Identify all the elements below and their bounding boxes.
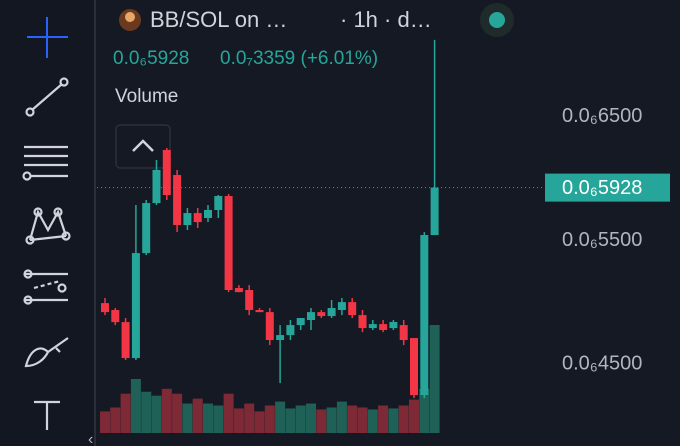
- volume-bar: [203, 403, 213, 433]
- last-price-tag-label: 0.0₆5928: [562, 177, 642, 199]
- volume-bar: [110, 407, 121, 433]
- candle-body: [337, 302, 346, 311]
- price-change: 0.0₇3359 (+6.01%): [220, 48, 378, 69]
- status-dot: [489, 12, 505, 28]
- candle-body: [193, 213, 202, 223]
- candle-body: [101, 303, 109, 313]
- volume-bar: [233, 408, 244, 433]
- candle-body: [317, 312, 326, 317]
- candle-body: [255, 310, 264, 313]
- volume-bar: [120, 393, 131, 433]
- volume-bar: [130, 379, 141, 433]
- candle-body: [286, 325, 295, 336]
- volume-bar: [398, 405, 409, 433]
- volume-bar: [419, 388, 430, 433]
- candle-body: [183, 213, 192, 226]
- candle-body: [173, 175, 182, 226]
- candle-body: [430, 187, 439, 236]
- candle-body: [410, 338, 418, 396]
- last-price-tag: [545, 173, 670, 202]
- candle-body: [111, 310, 120, 323]
- volume-bar: [275, 401, 286, 433]
- volume-bar: [409, 399, 419, 433]
- volume-bar: [264, 405, 275, 433]
- volume-label: Volume: [115, 86, 178, 107]
- chart-subtitle: · 1h · d…: [340, 7, 432, 32]
- candle-body: [348, 302, 357, 316]
- volume-bar: [357, 407, 368, 433]
- last-price: 0.0₆5928: [113, 48, 189, 69]
- volume-bar: [172, 393, 183, 433]
- candle-body: [131, 253, 140, 359]
- volume-bar: [254, 411, 265, 433]
- volume-bar: [285, 408, 296, 433]
- candle-body: [276, 335, 285, 341]
- token-icon-face: [125, 12, 135, 22]
- collapse-arrow[interactable]: ‹: [88, 431, 93, 446]
- volume-bar: [244, 403, 255, 433]
- volume-bar: [223, 393, 234, 433]
- candle-body: [142, 203, 151, 254]
- prediction-tool[interactable]: [23, 269, 68, 305]
- volume-bar: [326, 407, 337, 433]
- volume-bar: [316, 409, 327, 433]
- volume-bar: [213, 405, 224, 433]
- candle-body: [379, 324, 388, 331]
- volume-bar: [192, 398, 203, 433]
- candle-body: [296, 318, 305, 326]
- volume-bar: [367, 409, 378, 433]
- candle-body: [358, 315, 367, 329]
- pattern-tool[interactable]: [25, 207, 71, 245]
- candle-body: [245, 290, 254, 311]
- y-tick-label: 0.0₆4500: [562, 352, 642, 374]
- volume-bar: [306, 403, 316, 433]
- candle-body: [265, 312, 274, 341]
- candle-body: [121, 322, 130, 359]
- candle-body: [234, 288, 243, 293]
- candle-body: [152, 169, 161, 204]
- candle-body: [224, 196, 233, 291]
- chart-title: BB/SOL on …: [150, 7, 287, 32]
- volume-bar: [388, 408, 399, 433]
- volume-bar: [100, 411, 110, 433]
- volume-bar: [141, 391, 152, 433]
- candle-body: [420, 235, 429, 396]
- volume-bar: [182, 403, 193, 433]
- volume-bar: [336, 401, 347, 433]
- brush-tool[interactable]: [24, 337, 69, 368]
- volume-bar: [378, 405, 389, 433]
- candle-body: [368, 324, 377, 329]
- collapse-button[interactable]: [115, 124, 171, 169]
- y-tick-label: 0.0₆5500: [562, 229, 642, 251]
- candle-body: [399, 325, 408, 341]
- volume-bar: [295, 405, 306, 433]
- candle-body: [214, 196, 223, 210]
- candle-body: [204, 209, 212, 218]
- volume-bar: [161, 388, 172, 433]
- volume-bar: [429, 325, 440, 433]
- volume-bar: [151, 395, 162, 433]
- candle-body: [389, 321, 398, 329]
- candle-body: [327, 308, 336, 317]
- trend-line-tool[interactable]: [25, 77, 69, 117]
- candle-body: [307, 312, 315, 321]
- y-tick-label: 0.0₆6500: [562, 105, 642, 127]
- crosshair-tool[interactable]: [27, 17, 68, 58]
- fib-tool[interactable]: [22, 145, 69, 181]
- text-tool[interactable]: [34, 400, 60, 430]
- toolbar: [0, 0, 95, 446]
- candle-body: [162, 149, 171, 196]
- volume-bar: [347, 405, 358, 433]
